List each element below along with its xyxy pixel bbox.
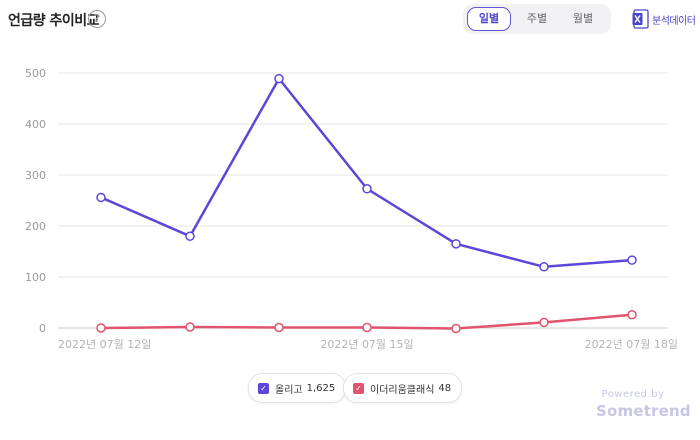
series-line [100,77,633,269]
legend-item-series-1[interactable]: ✓ 올리고 1,625 [248,373,347,403]
legend-checkbox-series-2[interactable]: ✓ [353,382,364,394]
data-point[interactable] [96,192,106,203]
legend-total: 48 [438,382,452,394]
series-1 [96,73,637,272]
tab-weekly[interactable]: 주별 [526,12,548,25]
y-tick-label: 100 [25,271,46,284]
legend-item-series-2[interactable]: ✓ 이더리움클래식 48 [343,373,463,403]
y-tick-label: 200 [25,220,46,233]
series-layer [96,73,637,334]
x-tick-label: 2022년 07월 12일 [58,337,151,351]
grid-lines [58,72,668,329]
y-tick-label: 400 [25,118,46,131]
data-point[interactable] [274,73,284,84]
data-point[interactable] [96,323,106,333]
x-tick-label: 2022년 07월 15일 [320,337,413,351]
y-tick-label: 300 [25,169,46,182]
chart-title: 언급량 추이비교 [8,13,100,29]
data-point[interactable] [185,231,195,241]
period-tabs: 일별 주별 월별 [463,4,611,34]
data-point[interactable] [451,323,461,334]
powered-by-label: Powered by [601,389,665,400]
data-point[interactable] [539,262,549,272]
data-point[interactable] [362,322,372,333]
legend-name: 올리고 [275,384,303,396]
excel-icon [632,9,650,29]
legend-total: 1,625 [306,382,336,394]
data-point[interactable] [362,184,372,194]
legend-name: 이더리움클래식 [370,384,435,396]
y-axis: 0 100 200 300 400 500 [25,67,46,335]
data-point[interactable] [185,322,195,332]
help-icon[interactable]: ? [88,10,106,28]
data-point[interactable] [627,255,637,265]
y-tick-label: 0 [39,322,46,335]
y-tick-label: 500 [25,67,46,80]
export-data-button[interactable]: 분석데이터 [632,8,696,30]
legend-checkbox-series-1[interactable]: ✓ [258,382,269,394]
data-point[interactable] [451,239,461,249]
data-point[interactable] [539,317,549,328]
export-label: 분석데이터 [652,15,696,27]
tab-daily[interactable]: 일별 [467,7,511,31]
data-point[interactable] [274,322,284,333]
brand-logo: Sometrend [596,402,691,420]
x-axis: 2022년 07월 12일 2022년 07월 15일 2022년 07월 18일 [58,337,678,351]
series-2 [96,309,637,334]
data-point[interactable] [627,309,637,320]
x-tick-label: 2022년 07월 18일 [585,337,678,351]
tab-monthly[interactable]: 월별 [572,12,594,25]
